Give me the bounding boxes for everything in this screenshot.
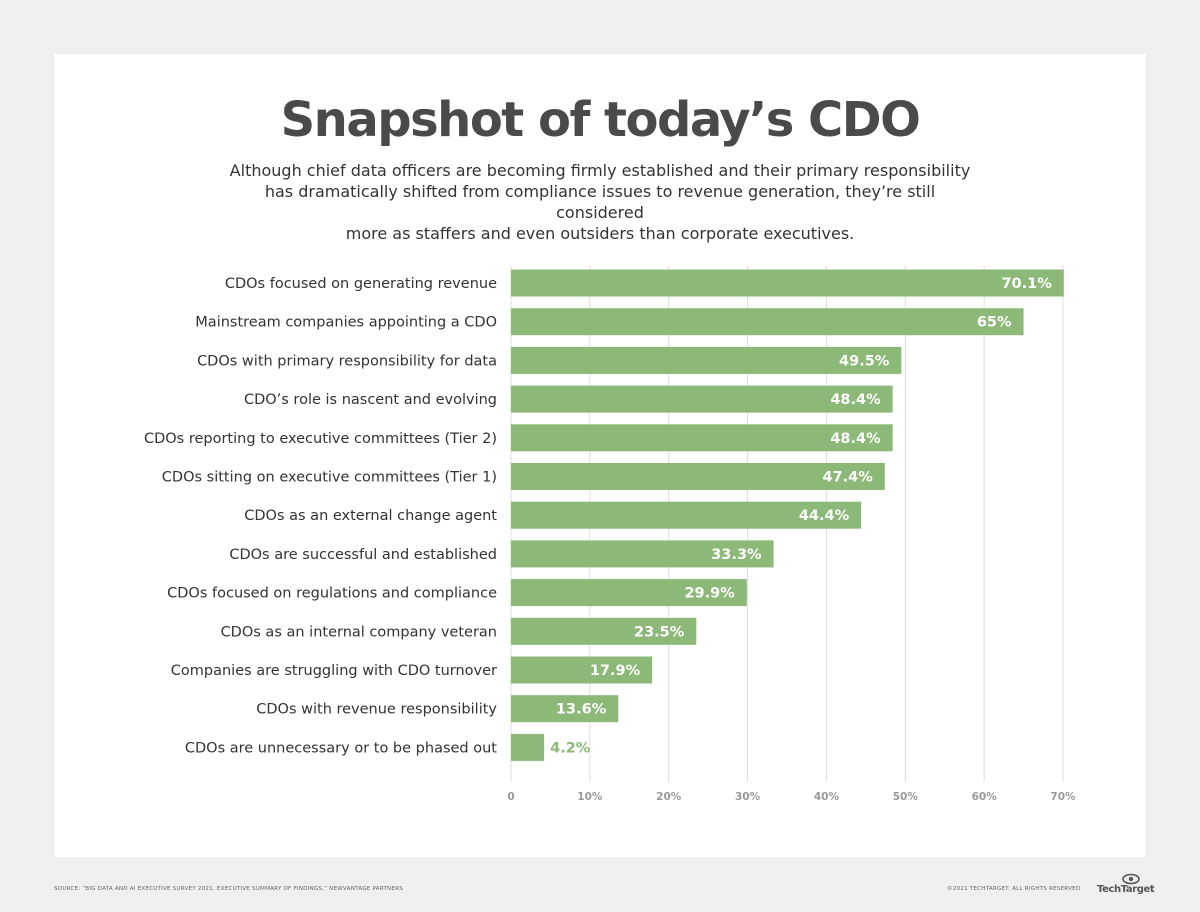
chart-card: [54, 54, 1146, 857]
bar: [511, 463, 885, 490]
bar: [511, 540, 774, 568]
value-label: 48.4%: [830, 431, 881, 447]
copyright-note: ©2021 TECHTARGET. ALL RIGHTS RESERVED: [947, 886, 1081, 892]
subtitle-line-2: has dramatically shifted from compliance…: [264, 182, 936, 222]
value-label: 13.6%: [556, 702, 607, 718]
brand-name: TechTarget: [1097, 884, 1155, 895]
x-tick-label: 60%: [972, 791, 998, 803]
bar: [511, 656, 653, 684]
x-tick-label: 50%: [893, 791, 919, 803]
value-label: 47.4%: [822, 470, 873, 486]
x-tick-label: 20%: [656, 791, 682, 803]
category-label: CDOs as an internal company veteran: [221, 624, 497, 640]
bar: [511, 424, 893, 452]
eye-icon: [1122, 873, 1140, 885]
x-tick-label: 70%: [1050, 791, 1076, 803]
category-label: CDOs reporting to executive committees (…: [144, 431, 497, 447]
category-label: CDOs are unnecessary or to be phased out: [185, 740, 497, 756]
x-tick-label: 40%: [814, 791, 840, 803]
techtarget-logo: TechTarget: [1097, 872, 1155, 898]
bar: [511, 617, 697, 645]
bar: [511, 501, 862, 529]
bar: [511, 308, 1024, 336]
value-label: 49.5%: [839, 353, 890, 369]
value-label: 4.2%: [550, 740, 591, 756]
value-label: 17.9%: [590, 663, 641, 679]
bar: [511, 346, 902, 374]
subtitle-line-3: more as staffers and even outsiders than…: [345, 224, 855, 243]
value-label: 70.1%: [1001, 276, 1052, 292]
x-tick-label: 30%: [735, 791, 761, 803]
category-label: CDOs with primary responsibility for dat…: [197, 353, 497, 369]
value-label: 33.3%: [711, 547, 762, 563]
value-label: 29.9%: [684, 586, 735, 602]
category-label: CDOs sitting on executive committees (Ti…: [162, 470, 497, 486]
category-label: CDOs focused on generating revenue: [225, 276, 497, 292]
x-tick-label: 10%: [577, 791, 603, 803]
bar: [511, 269, 1064, 297]
value-label: 65%: [977, 315, 1012, 331]
category-label: Companies are struggling with CDO turnov…: [171, 663, 497, 679]
value-label: 48.4%: [830, 392, 881, 408]
subtitle-line-1: Although chief data officers are becomin…: [229, 161, 971, 180]
value-label: 44.4%: [799, 508, 850, 524]
category-label: CDOs as an external change agent: [244, 508, 497, 524]
value-label: 23.5%: [634, 624, 685, 640]
category-label: Mainstream companies appointing a CDO: [195, 315, 497, 331]
category-label: CDO’s role is nascent and evolving: [244, 392, 497, 408]
bar: [511, 695, 619, 723]
bar: [511, 385, 893, 413]
chart-subtitle: Although chief data officers are becomin…: [220, 160, 980, 244]
category-label: CDOs focused on regulations and complian…: [167, 586, 497, 602]
x-tick-label: 0: [507, 791, 514, 803]
category-label: CDOs with revenue responsibility: [256, 702, 497, 718]
category-label: CDOs are successful and established: [229, 547, 497, 563]
bar: [511, 579, 747, 607]
chart-title: Snapshot of today’s CDO: [280, 92, 921, 148]
source-note: SOURCE: “BIG DATA AND AI EXECUTIVE SURVE…: [54, 886, 403, 892]
bar: [511, 733, 545, 761]
